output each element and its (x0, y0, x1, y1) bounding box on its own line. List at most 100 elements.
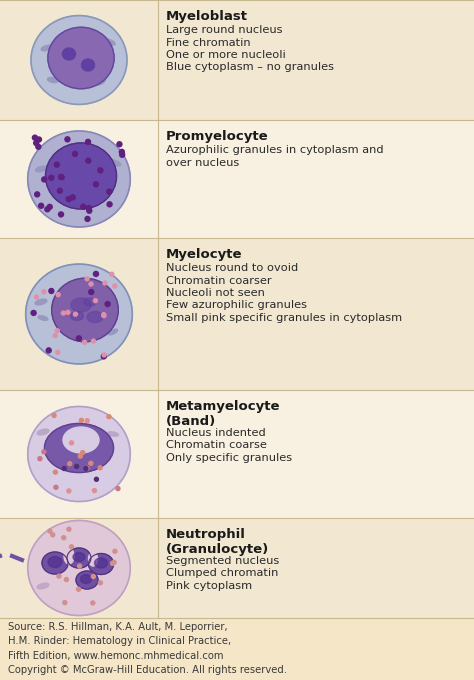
Ellipse shape (64, 577, 68, 581)
Text: Source: R.S. Hillman, K.A. Ault, M. Leporrier,
H.M. Rinder: Hematology in Clinic: Source: R.S. Hillman, K.A. Ault, M. Lepo… (8, 622, 287, 675)
Ellipse shape (76, 336, 82, 341)
Text: Few azurophilic granules: Few azurophilic granules (166, 301, 307, 311)
Ellipse shape (48, 529, 52, 533)
Ellipse shape (82, 341, 87, 344)
Ellipse shape (84, 466, 88, 471)
Text: Nucleus round to ovoid: Nucleus round to ovoid (166, 263, 298, 273)
Text: Myelocyte: Myelocyte (166, 248, 243, 261)
Ellipse shape (75, 464, 79, 469)
Ellipse shape (66, 310, 70, 314)
Ellipse shape (85, 216, 90, 222)
Ellipse shape (62, 536, 66, 540)
Text: Clumped chromatin: Clumped chromatin (166, 568, 278, 579)
Ellipse shape (38, 457, 42, 460)
Ellipse shape (84, 298, 96, 306)
Bar (0, 120, 474, 238)
Ellipse shape (89, 552, 98, 566)
Bar (0, 238, 474, 390)
Ellipse shape (59, 175, 64, 180)
Ellipse shape (80, 418, 83, 422)
Ellipse shape (65, 137, 70, 142)
Ellipse shape (57, 188, 63, 193)
Ellipse shape (91, 339, 95, 343)
Ellipse shape (53, 334, 57, 338)
Ellipse shape (37, 583, 49, 589)
Ellipse shape (102, 313, 106, 317)
Text: Nucleus indented: Nucleus indented (166, 428, 266, 438)
Ellipse shape (81, 575, 91, 583)
Ellipse shape (117, 141, 122, 147)
Text: Metamyelocyte
(Band): Metamyelocyte (Band) (166, 400, 281, 428)
Ellipse shape (42, 552, 68, 574)
Ellipse shape (38, 316, 48, 320)
Text: Azurophilic granules in cytoplasm and: Azurophilic granules in cytoplasm and (166, 145, 383, 155)
Ellipse shape (93, 271, 99, 277)
Ellipse shape (120, 152, 125, 157)
Ellipse shape (70, 545, 73, 549)
Ellipse shape (31, 311, 36, 316)
Ellipse shape (98, 168, 103, 173)
Ellipse shape (103, 39, 115, 46)
Ellipse shape (63, 427, 99, 453)
Ellipse shape (73, 152, 77, 156)
Bar (0, 0, 474, 120)
Ellipse shape (67, 548, 91, 568)
Ellipse shape (68, 462, 72, 466)
Ellipse shape (36, 166, 46, 172)
Ellipse shape (26, 264, 132, 364)
Ellipse shape (70, 195, 75, 200)
Ellipse shape (102, 313, 106, 318)
Text: Chromatin coarser: Chromatin coarser (166, 275, 272, 286)
Ellipse shape (97, 79, 105, 85)
Ellipse shape (54, 470, 57, 474)
Ellipse shape (64, 548, 74, 564)
Ellipse shape (89, 282, 93, 286)
Ellipse shape (110, 561, 115, 565)
Ellipse shape (31, 16, 127, 105)
Ellipse shape (28, 520, 130, 615)
Ellipse shape (49, 175, 54, 180)
Ellipse shape (99, 581, 102, 585)
Ellipse shape (92, 488, 96, 492)
Text: Chromatin coarse: Chromatin coarse (166, 441, 267, 450)
Ellipse shape (86, 158, 91, 163)
Ellipse shape (45, 207, 50, 211)
Ellipse shape (56, 292, 60, 296)
Ellipse shape (67, 527, 71, 531)
Ellipse shape (85, 466, 89, 471)
Ellipse shape (47, 78, 58, 83)
Ellipse shape (55, 163, 59, 167)
Ellipse shape (37, 429, 49, 435)
Ellipse shape (89, 554, 113, 575)
Text: Neutrophil
(Granulocyte): Neutrophil (Granulocyte) (166, 528, 269, 556)
Ellipse shape (42, 290, 46, 294)
Ellipse shape (81, 451, 85, 455)
Ellipse shape (101, 354, 106, 359)
Ellipse shape (28, 407, 130, 502)
Ellipse shape (107, 415, 111, 419)
Ellipse shape (82, 59, 94, 71)
Ellipse shape (78, 454, 82, 458)
Ellipse shape (116, 487, 120, 490)
Ellipse shape (45, 424, 113, 473)
Ellipse shape (48, 27, 114, 88)
Ellipse shape (113, 549, 117, 554)
Ellipse shape (91, 575, 95, 579)
Ellipse shape (63, 600, 67, 605)
Ellipse shape (36, 144, 41, 150)
Ellipse shape (52, 413, 56, 418)
Text: Large round nucleus: Large round nucleus (166, 25, 283, 35)
Ellipse shape (103, 281, 107, 285)
Bar (0, 518, 474, 618)
Text: Fine chromatin: Fine chromatin (166, 37, 251, 48)
Ellipse shape (85, 277, 89, 281)
Ellipse shape (54, 486, 58, 490)
Ellipse shape (46, 143, 117, 209)
Ellipse shape (113, 284, 117, 288)
Ellipse shape (87, 208, 92, 214)
Ellipse shape (93, 299, 98, 303)
Ellipse shape (35, 192, 40, 197)
Ellipse shape (57, 574, 61, 578)
Ellipse shape (109, 160, 121, 166)
Ellipse shape (58, 212, 64, 217)
